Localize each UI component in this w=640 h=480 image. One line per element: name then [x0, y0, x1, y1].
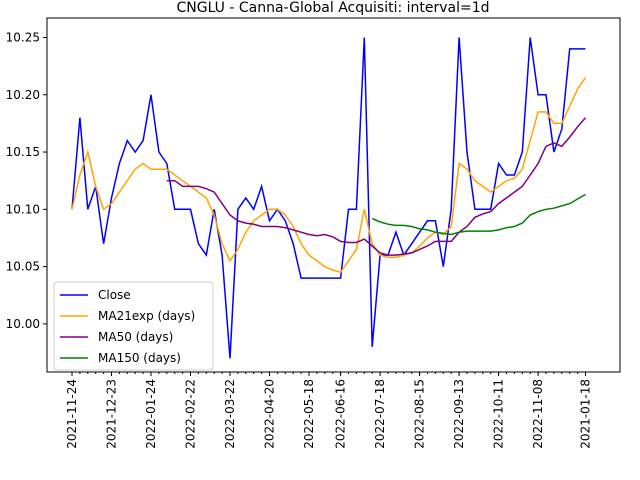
x-tick-label: 2022-04-20	[263, 379, 277, 449]
x-tick-label: 2021-11-24	[65, 379, 79, 449]
y-tick-label: 10.25	[6, 30, 40, 44]
y-tick-label: 10.10	[6, 202, 40, 216]
x-tick-label: 2022-02-22	[184, 379, 198, 449]
x-tick-label: 2022-11-08	[531, 379, 545, 449]
x-tick-label: 2022-03-22	[223, 379, 237, 449]
x-tick-label: 2022-06-16	[334, 379, 348, 449]
legend-label: Close	[98, 288, 131, 302]
series-line	[71, 77, 587, 274]
y-tick-label: 10.20	[6, 88, 40, 102]
y-tick-label: 10.15	[6, 145, 40, 159]
series-line	[71, 37, 586, 359]
legend-label: MA21exp (days)	[98, 309, 195, 323]
y-tick-label: 10.05	[6, 260, 40, 274]
series-line	[371, 193, 586, 236]
y-tick-label: 10.00	[6, 317, 40, 331]
x-tick-label: 2022-09-13	[452, 379, 466, 449]
x-tick-label: 2022-10-11	[492, 379, 506, 449]
x-tick-label: 2022-05-18	[302, 379, 316, 449]
legend-box	[53, 281, 214, 371]
x-tick-label: 2021-12-23	[105, 379, 119, 449]
series-line	[166, 117, 587, 256]
legend-label: MA50 (days)	[98, 330, 173, 344]
x-tick-label: 2022-07-18	[373, 379, 387, 449]
x-tick-label: 2022-01-24	[144, 379, 158, 449]
chart-title: CNGLU - Canna-Global Acquisiti: interval…	[176, 0, 489, 16]
x-tick-label: 2022-08-15	[413, 379, 427, 449]
x-tick-label: 2021-01-18	[579, 379, 593, 449]
legend-label: MA150 (days)	[98, 351, 181, 365]
plot-frame	[46, 17, 621, 373]
